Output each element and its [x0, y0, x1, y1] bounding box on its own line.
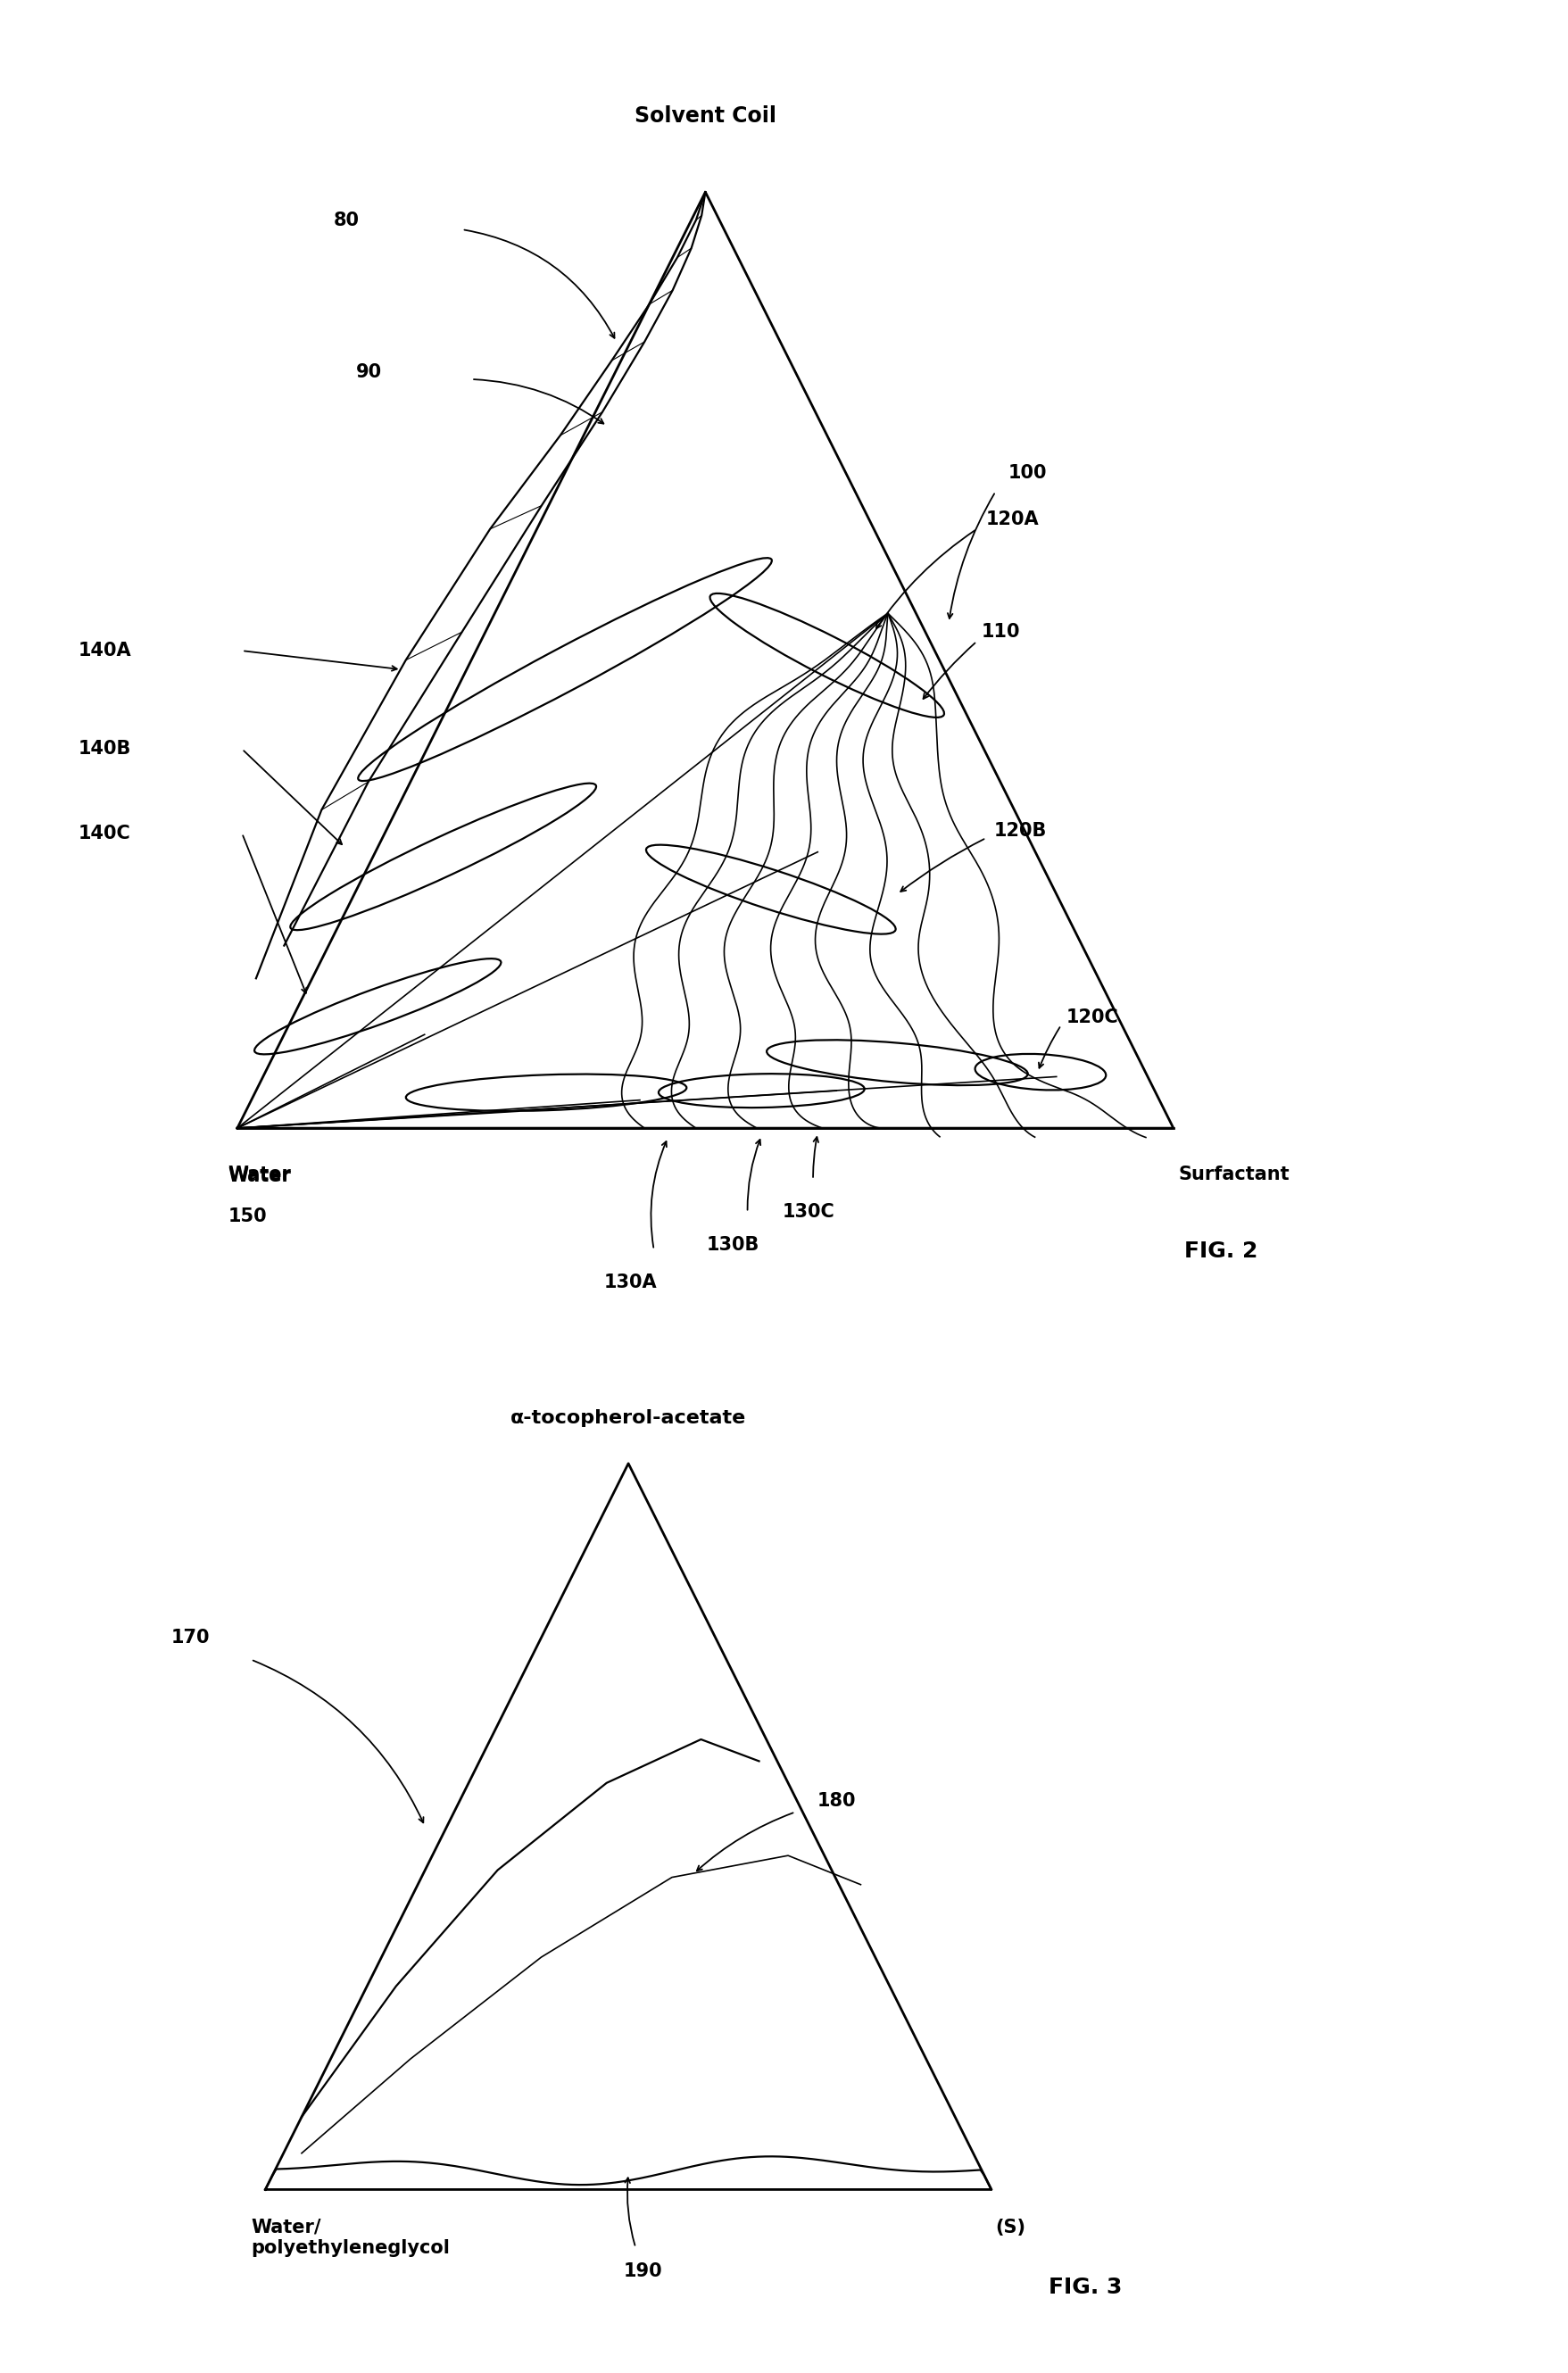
Text: 140C: 140C — [78, 823, 130, 842]
Text: 130B: 130B — [707, 1236, 760, 1253]
Text: 90: 90 — [356, 363, 383, 380]
Text: 120B: 120B — [994, 821, 1047, 840]
Text: Solvent Coil: Solvent Coil — [635, 104, 776, 126]
Text: 140A: 140A — [78, 641, 132, 660]
Text: 180: 180 — [817, 1792, 856, 1811]
Text: 130A: 130A — [604, 1274, 657, 1291]
Text: FIG. 2: FIG. 2 — [1184, 1241, 1258, 1262]
Text: Water/
polyethyleneglycol: Water/ polyethyleneglycol — [251, 2219, 450, 2257]
Text: 110: 110 — [982, 624, 1021, 641]
Text: Water: Water — [227, 1168, 292, 1186]
Text: 120C: 120C — [1066, 1009, 1118, 1028]
Text: (S): (S) — [996, 2219, 1025, 2235]
Text: 130C: 130C — [782, 1203, 834, 1220]
Text: 80: 80 — [332, 211, 359, 230]
Text: 100: 100 — [1008, 465, 1046, 482]
Text: Surfactant: Surfactant — [1178, 1165, 1289, 1184]
Text: α-tocopherol-acetate: α-tocopherol-acetate — [511, 1410, 746, 1426]
Text: 140B: 140B — [78, 740, 132, 757]
Text: 170: 170 — [171, 1628, 210, 1647]
Text: 150: 150 — [227, 1208, 267, 1224]
Text: 120A: 120A — [986, 510, 1040, 529]
Text: Water: Water — [227, 1165, 292, 1184]
Text: 190: 190 — [624, 2261, 662, 2280]
Text: FIG. 3: FIG. 3 — [1049, 2276, 1123, 2297]
